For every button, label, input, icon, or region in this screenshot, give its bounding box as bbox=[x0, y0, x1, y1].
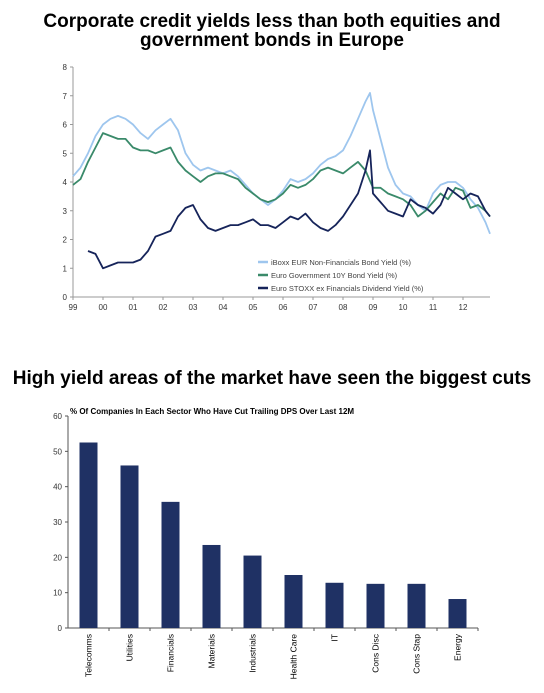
category-label: Materials bbox=[207, 634, 217, 668]
x-tick-label: 08 bbox=[339, 303, 348, 312]
bar-cons-stap bbox=[407, 583, 426, 628]
x-tick-label: 00 bbox=[99, 303, 108, 312]
y-tick-label: 60 bbox=[53, 412, 62, 421]
x-tick-label: 12 bbox=[459, 303, 468, 312]
y-tick-label: 4 bbox=[63, 178, 68, 187]
bar-utilities bbox=[120, 465, 139, 628]
bar-financials bbox=[161, 501, 180, 628]
x-tick-label: 01 bbox=[129, 303, 138, 312]
y-tick-label: 7 bbox=[63, 92, 68, 101]
series-line-iboxx-eur-non-financials-bond- bbox=[72, 92, 491, 235]
series-line-euro-government-10y-bond-yield bbox=[72, 132, 491, 218]
category-label: Cons Stap bbox=[412, 634, 422, 674]
bar-cons-disc bbox=[366, 583, 385, 628]
x-tick-label: 02 bbox=[159, 303, 168, 312]
bar-chart-subtitle: % Of Companies In Each Sector Who Have C… bbox=[70, 407, 354, 416]
y-tick-label: 10 bbox=[53, 589, 62, 598]
y-tick-label: 1 bbox=[63, 264, 68, 273]
y-tick-label: 50 bbox=[53, 447, 62, 456]
x-tick-label: 04 bbox=[219, 303, 228, 312]
x-tick-label: 99 bbox=[69, 303, 78, 312]
category-label: Financials bbox=[166, 634, 176, 672]
x-tick-label: 11 bbox=[429, 303, 438, 312]
y-tick-label: 6 bbox=[63, 121, 68, 130]
bar-it bbox=[325, 582, 344, 628]
bar-health-care bbox=[284, 575, 303, 628]
legend-label: Euro Government 10Y Bond Yield (%) bbox=[271, 271, 398, 280]
x-tick-label: 06 bbox=[279, 303, 288, 312]
x-tick-label: 10 bbox=[399, 303, 408, 312]
chart-title-yields: Corporate credit yields less than both e… bbox=[43, 11, 501, 51]
category-label: Health Care bbox=[289, 634, 299, 680]
y-tick-label: 0 bbox=[58, 624, 63, 633]
category-label: Cons Disc bbox=[371, 633, 381, 672]
y-tick-label: 8 bbox=[63, 63, 68, 72]
bar-energy bbox=[448, 599, 467, 628]
chart-legend: iBoxx EUR Non-Financials Bond Yield (%) E… bbox=[258, 258, 424, 293]
x-tick-label: 03 bbox=[189, 303, 198, 312]
category-label: Industrials bbox=[248, 634, 258, 673]
y-tick-label: 20 bbox=[53, 553, 62, 562]
x-tick-label: 09 bbox=[369, 303, 378, 312]
chart-title-dividend-cuts: High yield areas of the market have seen… bbox=[12, 368, 532, 389]
y-tick-label: 2 bbox=[63, 236, 68, 245]
bar-telecomms bbox=[79, 442, 98, 628]
category-label: Utilities bbox=[125, 634, 135, 661]
legend-label: iBoxx EUR Non-Financials Bond Yield (%) bbox=[271, 258, 412, 267]
category-label: Energy bbox=[453, 633, 463, 661]
y-tick-label: 30 bbox=[53, 518, 62, 527]
y-tick-label: 0 bbox=[63, 293, 68, 302]
y-tick-label: 3 bbox=[63, 207, 68, 216]
y-tick-label: 5 bbox=[63, 149, 68, 158]
x-tick-label: 07 bbox=[309, 303, 318, 312]
x-tick-label: 05 bbox=[249, 303, 258, 312]
category-label: Telecomms bbox=[84, 634, 94, 677]
legend-label: Euro STOXX ex Financials Dividend Yield … bbox=[271, 284, 424, 293]
bar-materials bbox=[202, 544, 221, 628]
bar-industrials bbox=[243, 555, 262, 628]
series-line-euro-stoxx-ex-financials-divid bbox=[87, 149, 491, 270]
y-tick-label: 40 bbox=[53, 483, 62, 492]
category-label: IT bbox=[330, 634, 340, 642]
